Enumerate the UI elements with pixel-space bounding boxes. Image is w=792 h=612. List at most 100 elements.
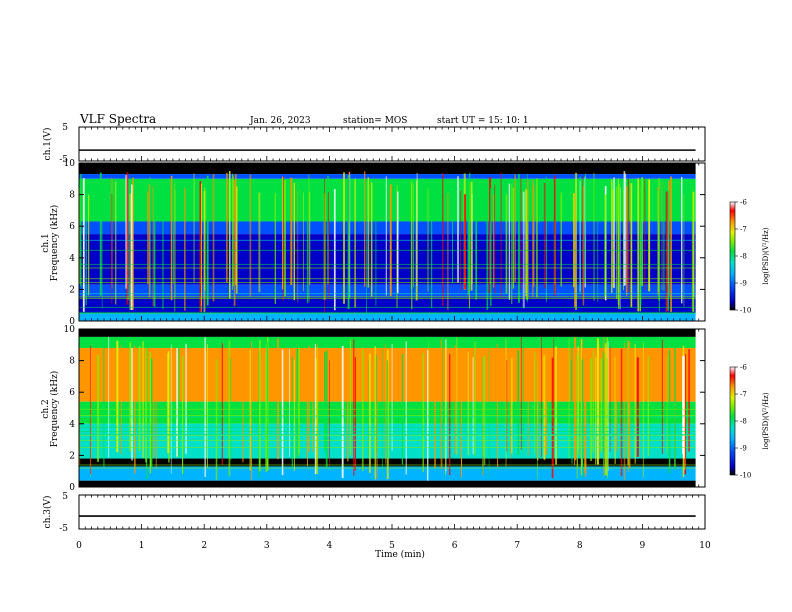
- burst-streak: [541, 337, 542, 457]
- spectrogram-band-4: [79, 234, 696, 285]
- burst-streak: [581, 359, 584, 478]
- narrowband-line: [79, 267, 696, 269]
- burst-streak: [204, 337, 207, 478]
- narrowband-line: [79, 296, 696, 298]
- burst-streak: [607, 341, 609, 472]
- burst-streak: [172, 182, 174, 284]
- burst-streak: [228, 171, 231, 299]
- burst-streak: [642, 342, 644, 478]
- burst-streak: [684, 354, 687, 475]
- burst-streak: [327, 192, 329, 299]
- ch3-waveform-ylabel: ch.3(V): [42, 496, 53, 529]
- burst-streak: [457, 176, 459, 283]
- ch1-waveform-ylabel: ch.1(V): [42, 128, 53, 161]
- burst-streak: [611, 179, 613, 294]
- burst-streak: [152, 186, 154, 307]
- burst-streak: [596, 338, 599, 465]
- burst-streak: [494, 184, 496, 294]
- ytick-label: 0: [69, 317, 75, 327]
- burst-streak: [184, 188, 186, 311]
- ch1-spectrogram-panel: 0 2 4 6 8 10 ch.1 Frequency (kHz): [41, 159, 706, 327]
- burst-streak: [535, 178, 538, 298]
- narrowband-line: [79, 467, 696, 469]
- burst-streak: [615, 186, 618, 300]
- burst-streak: [585, 173, 587, 283]
- burst-streak: [308, 345, 310, 453]
- burst-streak: [625, 186, 628, 296]
- burst-streak: [228, 340, 231, 477]
- narrowband-line: [79, 435, 696, 437]
- burst-streak: [97, 355, 100, 462]
- burst-streak: [452, 190, 453, 284]
- burst-streak: [282, 176, 284, 290]
- burst-streak: [354, 178, 356, 308]
- burst-streak: [147, 191, 149, 285]
- burst-streak: [251, 341, 252, 481]
- burst-streak: [691, 184, 693, 311]
- ytick-label: 2: [69, 451, 75, 461]
- burst-streak: [328, 360, 330, 467]
- burst-streak: [416, 172, 418, 286]
- burst-streak: [284, 180, 286, 297]
- burst-streak: [266, 342, 269, 460]
- ch1-colorbar-ticks: -6 -7 -8 -9 -10: [735, 199, 751, 315]
- ytick-label: 4: [69, 420, 75, 430]
- burst-streak: [155, 348, 157, 469]
- burst-streak: [201, 184, 202, 306]
- ytick-label: 8: [69, 357, 75, 367]
- burst-streak: [324, 351, 326, 451]
- burst-streak: [370, 182, 373, 297]
- ch1-spectrogram-yticks: 0 2 4 6 8 10: [64, 159, 705, 327]
- burst-streak: [467, 184, 470, 296]
- burst-streak: [560, 192, 562, 287]
- burst-streak: [226, 172, 228, 283]
- ch2-spectrogram-panel: 0 2 4 6 8 10 ch.2 Frequency (kHz): [41, 325, 706, 493]
- burst-streak: [396, 191, 399, 294]
- burst-streak: [553, 338, 555, 467]
- burst-streak: [627, 178, 629, 292]
- colorbar-tick-label: -6: [740, 364, 747, 372]
- burst-streak: [185, 343, 187, 454]
- burst-streak: [315, 358, 317, 474]
- xtick-label: 5: [389, 541, 395, 551]
- burst-streak: [594, 356, 597, 465]
- spectrogram-band-0: [79, 163, 696, 175]
- xtick-label: 3: [264, 541, 270, 551]
- burst-streak: [505, 360, 508, 452]
- burst-streak: [411, 180, 413, 310]
- ch2-colorbar-label: log(PSD)(V²/Hz): [762, 392, 770, 449]
- burst-streak: [623, 171, 626, 286]
- burst-streak: [609, 346, 611, 452]
- ch2-spectrogram-ylabel-channel: ch.2: [41, 399, 51, 418]
- burst-streak: [571, 339, 573, 464]
- burst-streak: [543, 355, 546, 460]
- burst-streak: [537, 360, 539, 480]
- ytick-label: 10: [64, 159, 76, 169]
- burst-streak: [661, 181, 663, 290]
- burst-streak: [634, 343, 636, 464]
- burst-streak: [125, 175, 128, 289]
- burst-streak: [153, 184, 156, 307]
- burst-streak: [291, 356, 293, 468]
- burst-streak: [341, 346, 344, 479]
- burst-streak: [149, 352, 152, 474]
- burst-streak: [460, 349, 463, 477]
- burst-streak: [470, 181, 473, 291]
- burst-streak: [193, 173, 195, 283]
- burst-streak: [249, 349, 251, 471]
- burst-streak: [309, 191, 311, 285]
- burst-streak: [517, 350, 520, 456]
- burst-streak: [277, 338, 279, 460]
- narrowband-line: [79, 433, 696, 435]
- burst-streak: [467, 351, 469, 456]
- burst-streak: [120, 344, 122, 455]
- burst-streak: [131, 347, 134, 461]
- burst-streak: [242, 350, 244, 463]
- burst-streak: [442, 337, 443, 454]
- burst-streak: [434, 355, 436, 469]
- burst-streak: [306, 185, 309, 304]
- burst-streak: [447, 193, 449, 310]
- burst-streak: [534, 352, 536, 454]
- burst-streak: [174, 190, 176, 298]
- burst-streak: [510, 359, 512, 459]
